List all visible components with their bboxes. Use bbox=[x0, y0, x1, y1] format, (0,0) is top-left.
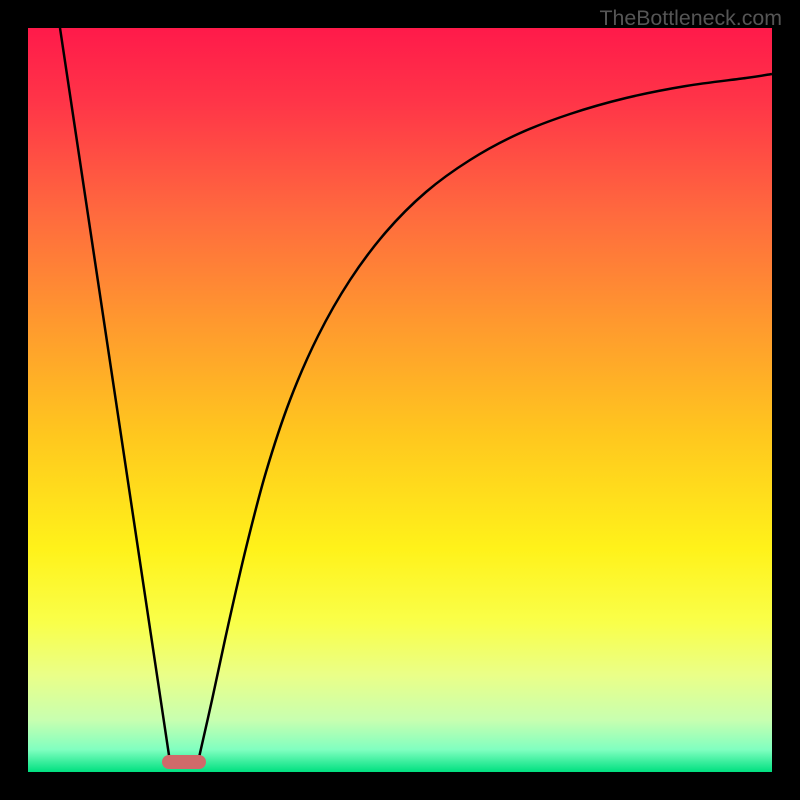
optimal-marker bbox=[162, 755, 206, 769]
chart-container: TheBottleneck.com bbox=[0, 0, 800, 800]
plot-area bbox=[28, 28, 772, 772]
watermark-text: TheBottleneck.com bbox=[599, 6, 782, 31]
right-curve bbox=[198, 74, 772, 762]
left-curve bbox=[60, 28, 170, 762]
curve-layer bbox=[0, 0, 800, 800]
